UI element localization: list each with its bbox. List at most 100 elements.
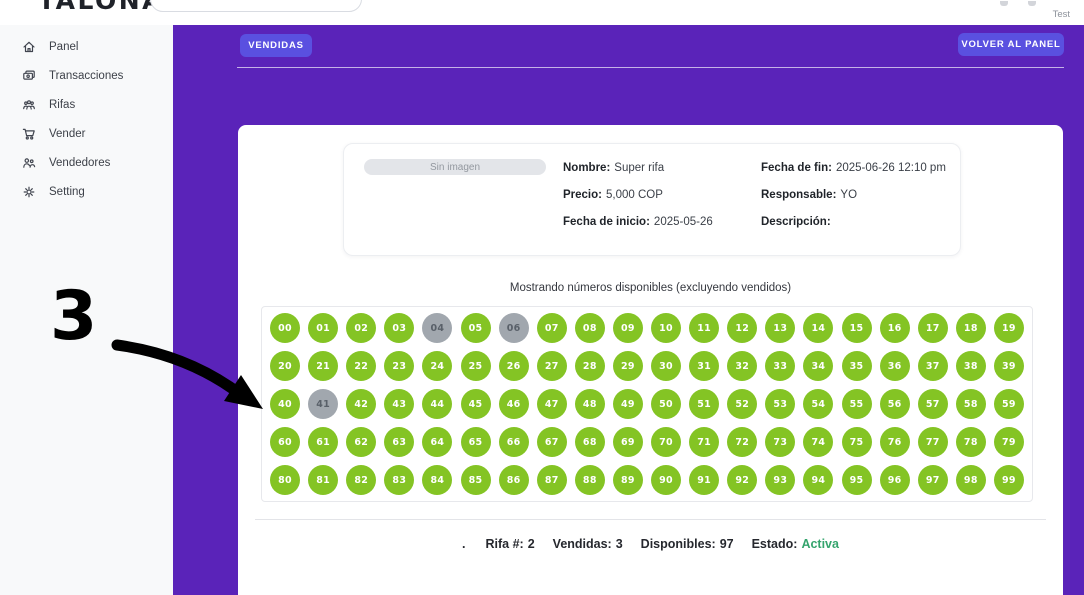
number-available-95[interactable]: 95 (841, 465, 872, 495)
number-available-24[interactable]: 24 (422, 351, 453, 381)
number-available-29[interactable]: 29 (612, 351, 643, 381)
number-available-84[interactable]: 84 (422, 465, 453, 495)
number-available-37[interactable]: 37 (917, 351, 948, 381)
number-available-14[interactable]: 14 (803, 313, 834, 343)
number-available-69[interactable]: 69 (612, 427, 643, 457)
number-available-09[interactable]: 09 (612, 313, 643, 343)
number-sold-41[interactable]: 41 (308, 389, 339, 419)
number-available-35[interactable]: 35 (841, 351, 872, 381)
number-available-36[interactable]: 36 (879, 351, 910, 381)
number-available-12[interactable]: 12 (727, 313, 758, 343)
number-available-98[interactable]: 98 (955, 465, 986, 495)
number-available-88[interactable]: 88 (574, 465, 605, 495)
number-available-33[interactable]: 33 (765, 351, 796, 381)
number-available-26[interactable]: 26 (498, 351, 529, 381)
number-available-01[interactable]: 01 (308, 313, 339, 343)
number-available-53[interactable]: 53 (765, 389, 796, 419)
number-available-63[interactable]: 63 (384, 427, 415, 457)
volver-al-panel-button[interactable]: VOLVER AL PANEL (958, 33, 1064, 56)
number-available-66[interactable]: 66 (498, 427, 529, 457)
number-available-94[interactable]: 94 (803, 465, 834, 495)
number-available-02[interactable]: 02 (346, 313, 377, 343)
number-available-18[interactable]: 18 (955, 313, 986, 343)
number-available-82[interactable]: 82 (346, 465, 377, 495)
number-available-73[interactable]: 73 (765, 427, 796, 457)
number-sold-04[interactable]: 04 (422, 313, 453, 343)
number-available-68[interactable]: 68 (574, 427, 605, 457)
search-input[interactable] (150, 0, 362, 12)
sidebar-item-panel[interactable]: Panel (0, 32, 173, 61)
number-available-76[interactable]: 76 (879, 427, 910, 457)
number-available-15[interactable]: 15 (841, 313, 872, 343)
number-available-65[interactable]: 65 (460, 427, 491, 457)
number-available-85[interactable]: 85 (460, 465, 491, 495)
number-available-79[interactable]: 79 (993, 427, 1024, 457)
number-available-08[interactable]: 08 (574, 313, 605, 343)
number-available-51[interactable]: 51 (689, 389, 720, 419)
number-available-44[interactable]: 44 (422, 389, 453, 419)
number-available-55[interactable]: 55 (841, 389, 872, 419)
vendidas-button[interactable]: VENDIDAS (240, 34, 312, 57)
number-available-47[interactable]: 47 (536, 389, 567, 419)
number-available-28[interactable]: 28 (574, 351, 605, 381)
number-available-21[interactable]: 21 (308, 351, 339, 381)
number-available-99[interactable]: 99 (993, 465, 1024, 495)
sidebar-item-vender[interactable]: Vender (0, 119, 173, 148)
number-available-39[interactable]: 39 (993, 351, 1024, 381)
number-available-40[interactable]: 40 (270, 389, 301, 419)
number-available-78[interactable]: 78 (955, 427, 986, 457)
number-available-45[interactable]: 45 (460, 389, 491, 419)
number-available-61[interactable]: 61 (308, 427, 339, 457)
number-available-83[interactable]: 83 (384, 465, 415, 495)
number-available-50[interactable]: 50 (651, 389, 682, 419)
number-available-77[interactable]: 77 (917, 427, 948, 457)
number-available-20[interactable]: 20 (270, 351, 301, 381)
number-available-74[interactable]: 74 (803, 427, 834, 457)
number-available-34[interactable]: 34 (803, 351, 834, 381)
number-available-13[interactable]: 13 (765, 313, 796, 343)
number-available-91[interactable]: 91 (689, 465, 720, 495)
number-available-60[interactable]: 60 (270, 427, 301, 457)
sidebar-item-rifas[interactable]: Rifas (0, 90, 173, 119)
number-available-59[interactable]: 59 (993, 389, 1024, 419)
number-available-46[interactable]: 46 (498, 389, 529, 419)
number-available-30[interactable]: 30 (651, 351, 682, 381)
user-icon[interactable] (1028, 1, 1036, 6)
number-available-57[interactable]: 57 (917, 389, 948, 419)
number-available-87[interactable]: 87 (536, 465, 567, 495)
number-available-07[interactable]: 07 (536, 313, 567, 343)
number-available-42[interactable]: 42 (346, 389, 377, 419)
number-available-70[interactable]: 70 (651, 427, 682, 457)
number-available-11[interactable]: 11 (689, 313, 720, 343)
number-available-32[interactable]: 32 (727, 351, 758, 381)
number-available-72[interactable]: 72 (727, 427, 758, 457)
number-available-97[interactable]: 97 (917, 465, 948, 495)
sidebar-item-vendedores[interactable]: Vendedores (0, 148, 173, 177)
number-available-86[interactable]: 86 (498, 465, 529, 495)
number-available-10[interactable]: 10 (651, 313, 682, 343)
number-available-00[interactable]: 00 (270, 313, 301, 343)
number-available-52[interactable]: 52 (727, 389, 758, 419)
number-available-89[interactable]: 89 (612, 465, 643, 495)
number-available-75[interactable]: 75 (841, 427, 872, 457)
number-available-62[interactable]: 62 (346, 427, 377, 457)
bell-icon[interactable] (1000, 1, 1008, 6)
sidebar-item-transacciones[interactable]: Transacciones (0, 61, 173, 90)
number-available-80[interactable]: 80 (270, 465, 301, 495)
number-available-92[interactable]: 92 (727, 465, 758, 495)
number-available-93[interactable]: 93 (765, 465, 796, 495)
number-available-22[interactable]: 22 (346, 351, 377, 381)
number-available-23[interactable]: 23 (384, 351, 415, 381)
number-available-16[interactable]: 16 (879, 313, 910, 343)
number-available-38[interactable]: 38 (955, 351, 986, 381)
number-available-05[interactable]: 05 (460, 313, 491, 343)
number-sold-06[interactable]: 06 (498, 313, 529, 343)
number-available-48[interactable]: 48 (574, 389, 605, 419)
number-available-71[interactable]: 71 (689, 427, 720, 457)
number-available-90[interactable]: 90 (651, 465, 682, 495)
number-available-64[interactable]: 64 (422, 427, 453, 457)
number-available-49[interactable]: 49 (612, 389, 643, 419)
number-available-81[interactable]: 81 (308, 465, 339, 495)
number-available-27[interactable]: 27 (536, 351, 567, 381)
number-available-43[interactable]: 43 (384, 389, 415, 419)
